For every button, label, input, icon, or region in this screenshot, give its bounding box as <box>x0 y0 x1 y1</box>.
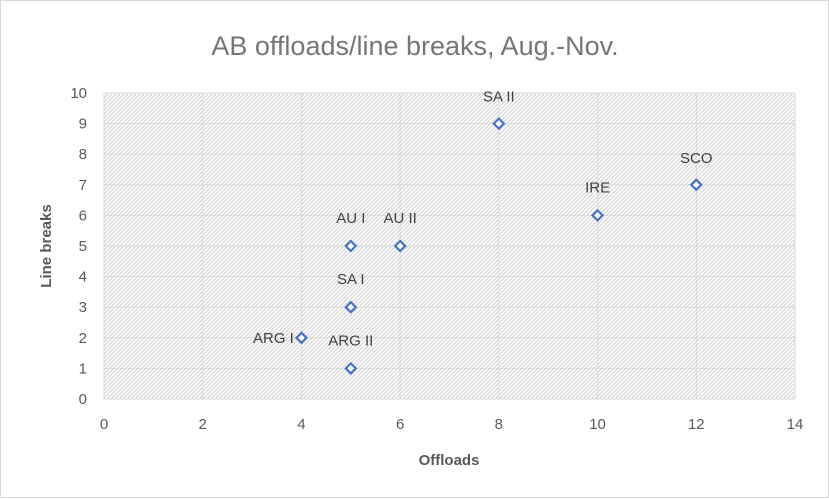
data-label: SA II <box>483 89 515 106</box>
data-point <box>344 361 358 375</box>
data-points <box>294 117 703 375</box>
data-labels: SA II SCO IRE AU I AU II SA I ARG I ARG II <box>253 89 713 350</box>
x-tick-label: 2 <box>199 416 207 433</box>
x-tick-label: 6 <box>396 416 404 433</box>
y-tick-label: 0 <box>79 391 87 408</box>
y-tick-label: 7 <box>79 177 87 194</box>
data-label: AU I <box>336 210 365 227</box>
y-tick-label: 9 <box>79 116 87 133</box>
gridlines <box>103 92 796 400</box>
data-label: SA I <box>337 271 365 288</box>
x-axis-ticks: 0 2 4 6 8 10 12 14 <box>100 416 804 433</box>
data-point <box>294 331 308 345</box>
data-label: IRE <box>585 179 610 196</box>
data-label: SCO <box>680 150 713 167</box>
data-point <box>689 178 703 192</box>
data-label: ARG I <box>253 330 294 347</box>
x-tick-label: 4 <box>297 416 305 433</box>
data-label: ARG II <box>328 332 373 349</box>
data-label: AU II <box>383 210 416 227</box>
data-point <box>393 239 407 253</box>
x-tick-label: 10 <box>589 416 606 433</box>
x-tick-label: 0 <box>100 416 108 433</box>
y-tick-label: 8 <box>79 146 87 163</box>
data-point <box>344 300 358 314</box>
y-tick-label: 1 <box>79 360 87 377</box>
y-tick-label: 2 <box>79 330 87 347</box>
y-tick-label: 5 <box>79 238 87 255</box>
y-axis-ticks: 0 1 2 3 4 5 6 7 8 9 10 <box>70 85 87 408</box>
data-point <box>344 239 358 253</box>
chart-title: AB offloads/line breaks, Aug.-Nov. <box>211 31 618 61</box>
y-tick-label: 3 <box>79 299 87 316</box>
y-tick-label: 6 <box>79 207 87 224</box>
x-axis-label: Offloads <box>419 452 480 469</box>
x-tick-label: 14 <box>787 416 804 433</box>
data-point <box>591 208 605 222</box>
y-tick-label: 10 <box>70 85 87 102</box>
y-axis-label: Line breaks <box>38 204 55 287</box>
x-tick-label: 12 <box>688 416 705 433</box>
x-tick-label: 8 <box>495 416 503 433</box>
y-tick-label: 4 <box>79 269 87 286</box>
data-point <box>492 117 506 131</box>
